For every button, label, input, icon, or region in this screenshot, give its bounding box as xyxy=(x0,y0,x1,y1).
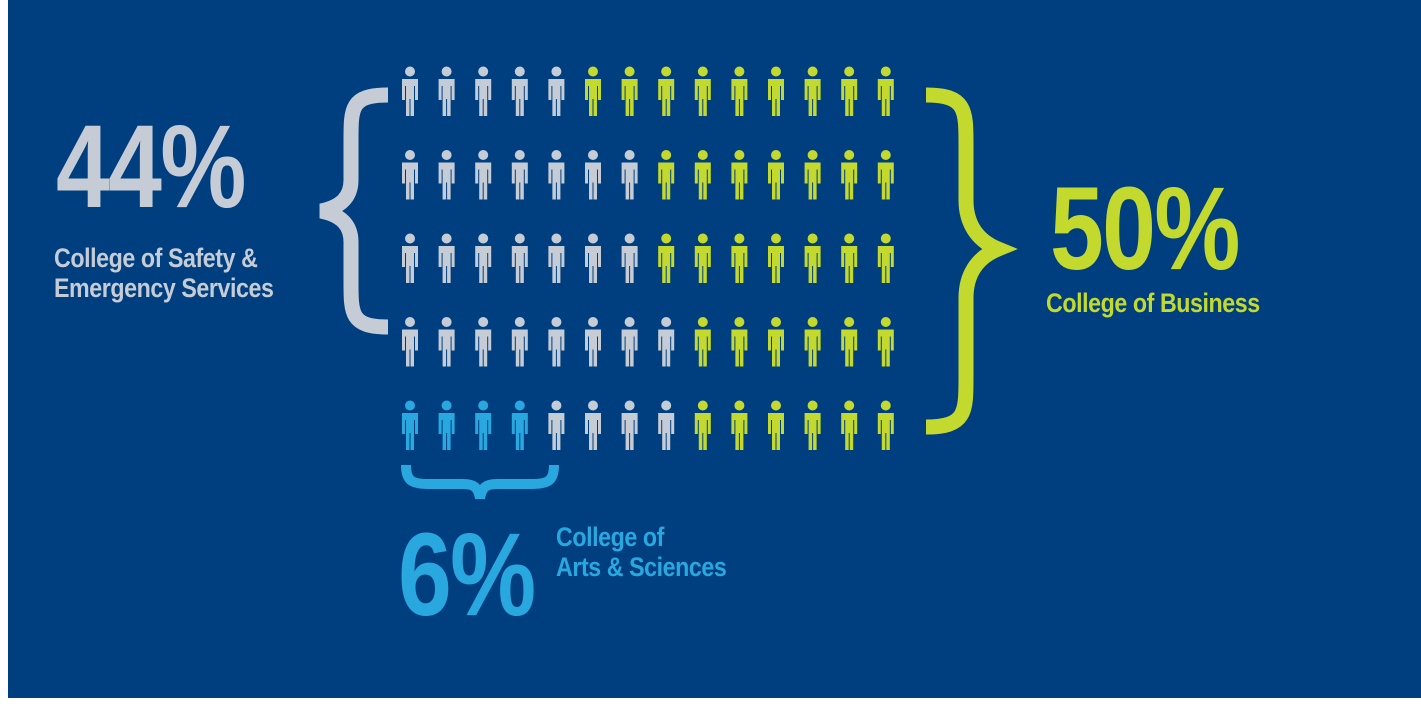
safety-person-icon xyxy=(511,150,528,200)
safety-person-icon xyxy=(475,233,492,283)
arts-label-line-1: College of xyxy=(556,522,664,552)
safety-person-icon xyxy=(585,233,601,283)
safety-person-icon xyxy=(621,400,638,450)
safety-person-icon xyxy=(585,400,601,450)
business-percent: 50% xyxy=(1050,163,1240,295)
arts-label-line-2: Arts & Sciences xyxy=(556,552,727,583)
business-person-icon xyxy=(768,400,784,450)
business-person-icon xyxy=(877,233,894,283)
business-person-icon xyxy=(731,317,748,367)
safety-person-icon xyxy=(475,150,492,200)
safety-person-icon xyxy=(658,317,675,367)
safety-person-icon xyxy=(621,150,638,200)
business-person-icon xyxy=(694,233,711,283)
safety-percent: 44% xyxy=(56,101,246,233)
business-person-icon xyxy=(841,150,858,200)
business-person-icon xyxy=(768,233,784,283)
safety-person-icon xyxy=(438,66,455,116)
business-person-icon xyxy=(841,317,858,367)
safety-person-icon xyxy=(658,400,675,450)
business-brace xyxy=(925,87,1018,435)
business-person-icon xyxy=(841,233,858,283)
safety-person-icon xyxy=(621,317,638,367)
arts-person-icon xyxy=(475,400,492,450)
arts-person-icon xyxy=(402,400,418,450)
safety-label-line-1: College of Safety & xyxy=(54,243,258,273)
business-person-icon xyxy=(804,400,821,450)
business-person-icon xyxy=(877,400,894,450)
business-person-icon xyxy=(658,66,675,116)
business-person-icon xyxy=(877,317,894,367)
business-person-icon xyxy=(841,400,858,450)
business-person-icon xyxy=(877,150,894,200)
business-label: College of Business xyxy=(1046,288,1260,318)
business-person-icon xyxy=(694,66,711,116)
infographic-panel: 44% College of Safety & Emergency Servic… xyxy=(8,0,1421,698)
arts-brace xyxy=(401,464,559,500)
arts-person-icon xyxy=(438,400,455,450)
safety-person-icon xyxy=(548,400,565,450)
business-person-icon xyxy=(804,317,821,367)
safety-person-icon xyxy=(438,233,455,283)
business-label-line-1: College of Business xyxy=(1046,288,1260,318)
safety-person-icon xyxy=(438,150,455,200)
arts-percent: 6% xyxy=(398,509,536,641)
business-person-icon xyxy=(877,66,894,116)
business-person-icon xyxy=(621,66,638,116)
business-person-icon xyxy=(768,150,784,200)
safety-label-line-2: Emergency Services xyxy=(54,273,274,304)
safety-person-icon xyxy=(548,150,565,200)
business-person-icon xyxy=(694,317,711,367)
safety-person-icon xyxy=(475,66,492,116)
arts-person-icon xyxy=(511,400,528,450)
safety-person-icon xyxy=(621,233,638,283)
safety-person-icon xyxy=(475,317,492,367)
business-person-icon xyxy=(694,400,711,450)
safety-brace xyxy=(319,87,389,335)
safety-person-icon xyxy=(585,317,601,367)
safety-person-icon xyxy=(402,233,418,283)
safety-person-icon xyxy=(402,150,418,200)
arts-label: College of Arts & Sciences xyxy=(556,522,727,583)
business-person-icon xyxy=(731,150,748,200)
safety-label: College of Safety & Emergency Services xyxy=(54,243,274,304)
business-person-icon xyxy=(768,317,784,367)
business-person-icon xyxy=(731,233,748,283)
business-person-icon xyxy=(731,400,748,450)
business-person-icon xyxy=(804,66,821,116)
business-person-icon xyxy=(768,66,784,116)
safety-person-icon xyxy=(402,317,418,367)
safety-person-icon xyxy=(438,317,455,367)
pictograph-chart xyxy=(319,66,1018,500)
safety-person-icon xyxy=(511,317,528,367)
business-person-icon xyxy=(694,150,711,200)
business-person-icon xyxy=(658,233,675,283)
business-person-icon xyxy=(841,66,858,116)
business-person-icon xyxy=(804,150,821,200)
safety-person-icon xyxy=(511,66,528,116)
safety-person-icon xyxy=(585,150,601,200)
safety-person-icon xyxy=(548,66,565,116)
safety-person-icon xyxy=(402,66,418,116)
safety-person-icon xyxy=(548,233,565,283)
business-person-icon xyxy=(658,150,675,200)
business-person-icon xyxy=(585,66,601,116)
safety-person-icon xyxy=(511,233,528,283)
safety-person-icon xyxy=(548,317,565,367)
business-person-icon xyxy=(731,66,748,116)
business-person-icon xyxy=(804,233,821,283)
